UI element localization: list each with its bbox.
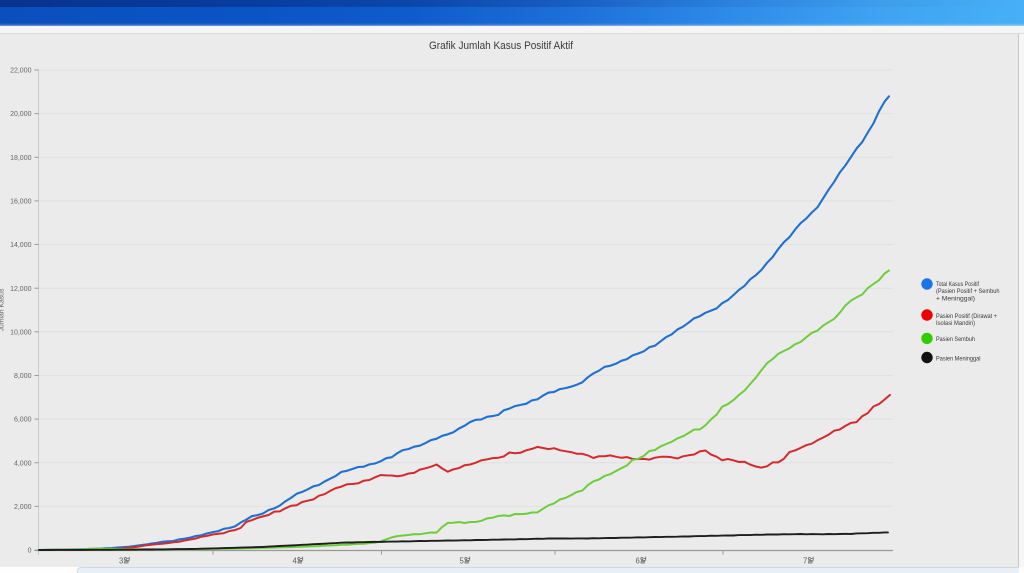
svg-text:4,000: 4,000 [14,460,32,467]
svg-text:10,000: 10,000 [10,329,32,336]
svg-text:8,000: 8,000 [14,373,32,380]
svg-text:Pasien Positif (Dirawat +: Pasien Positif (Dirawat + [936,313,997,320]
svg-text:12,000: 12,000 [10,286,32,293]
svg-text:Grafik Jumlah Kasus Positif Ak: Grafik Jumlah Kasus Positif Aktif [429,40,574,52]
svg-text:3: 3 [119,557,123,566]
svg-text:4: 4 [292,557,297,566]
svg-text:(Pasien Positif + Sembuh: (Pasien Positif + Sembuh [936,288,1000,295]
svg-text:0: 0 [28,548,32,555]
svg-text:2,000: 2,000 [14,504,32,511]
svg-text:22,000: 22,000 [10,68,32,75]
svg-text:16,000: 16,000 [10,199,32,206]
svg-text:Jumlah Kasus: Jumlah Kasus [0,288,5,331]
svg-text:6,000: 6,000 [14,417,32,424]
svg-text:14,000: 14,000 [10,242,32,249]
svg-text:20,000: 20,000 [10,111,32,118]
svg-text:Pasien Sembuh: Pasien Sembuh [936,336,975,343]
svg-text:7: 7 [803,557,807,566]
svg-text:18,000: 18,000 [10,155,32,162]
svg-text:Isolasi Mandiri): Isolasi Mandiri) [936,320,975,327]
svg-text:Pasien Meninggal: Pasien Meninggal [936,355,981,362]
svg-text:6: 6 [635,557,639,566]
svg-text:+ Meninggal): + Meninggal) [936,295,975,302]
svg-text:5: 5 [459,557,464,566]
svg-text:Total Kasus Positif: Total Kasus Positif [936,281,979,288]
